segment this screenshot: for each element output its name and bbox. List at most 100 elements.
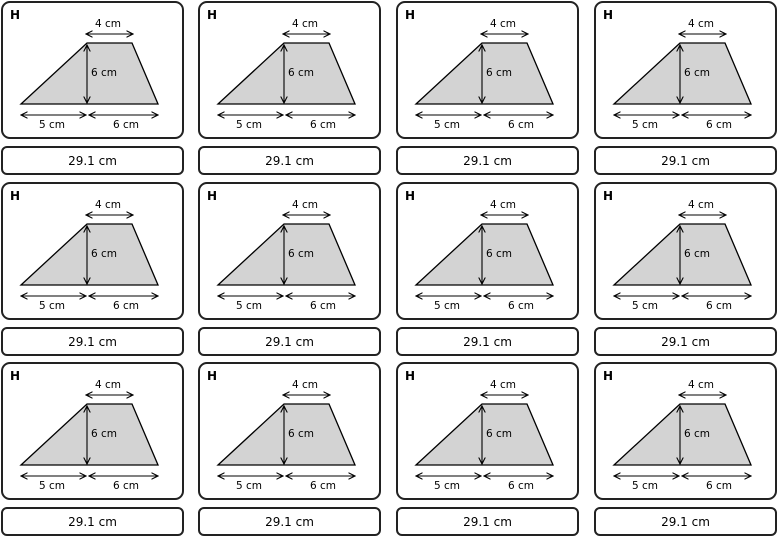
- answer-label: 29.1 cm: [265, 334, 314, 349]
- left-base-label: 5 cm: [39, 300, 65, 312]
- right-base-label: 6 cm: [113, 119, 139, 131]
- trapezoid-card: H 4 cm 6 cm 5 cm 6 cm: [594, 182, 777, 320]
- top-length-label: 4 cm: [95, 199, 121, 211]
- card-letter: H: [603, 189, 614, 203]
- top-length-label: 4 cm: [292, 379, 318, 391]
- trapezoid-card: H 4 cm 6 cm 5 cm 6 cm: [1, 182, 184, 320]
- trapezoid-card: H 4 cm 6 cm 5 cm 6 cm: [1, 362, 184, 500]
- trapezoid-diagram: 4 cm 6 cm 5 cm 6 cm: [216, 18, 383, 131]
- answer-label: 29.1 cm: [661, 334, 710, 349]
- trapezoid-diagram: 4 cm 6 cm 5 cm 6 cm: [414, 379, 581, 492]
- left-base-label: 5 cm: [632, 300, 658, 312]
- top-length-label: 4 cm: [688, 379, 714, 391]
- trapezoid-diagram: 4 cm 6 cm 5 cm 6 cm: [19, 199, 186, 312]
- answer-label: 29.1 cm: [463, 514, 512, 529]
- trapezoid-card: H 4 cm 6 cm 5 cm 6 cm: [396, 182, 579, 320]
- card-letter: H: [207, 8, 218, 22]
- answer-label: 29.1 cm: [68, 153, 117, 168]
- card-letter: H: [603, 369, 614, 383]
- right-base-label: 6 cm: [706, 300, 732, 312]
- answer-box: 29.1 cm: [594, 327, 777, 356]
- trapezoid-shape: [414, 223, 554, 286]
- answer-label: 29.1 cm: [661, 514, 710, 529]
- answer-box: 29.1 cm: [396, 146, 579, 175]
- card-letter: H: [10, 369, 21, 383]
- trapezoid-card: H 4 cm 6 cm 5 cm 6 cm: [594, 362, 777, 500]
- trapezoid-diagram: 4 cm 6 cm 5 cm 6 cm: [216, 199, 383, 312]
- answer-label: 29.1 cm: [661, 153, 710, 168]
- height-label: 6 cm: [91, 67, 117, 79]
- top-length-label: 4 cm: [490, 18, 516, 30]
- trapezoid-shape: [612, 403, 752, 466]
- card-letter: H: [10, 8, 21, 22]
- trapezoid-diagram: 4 cm 6 cm 5 cm 6 cm: [19, 379, 186, 492]
- height-label: 6 cm: [91, 248, 117, 260]
- left-base-label: 5 cm: [236, 300, 262, 312]
- trapezoid-diagram: 4 cm 6 cm 5 cm 6 cm: [612, 199, 779, 312]
- trapezoid-card: H 4 cm 6 cm 5 cm 6 cm: [396, 362, 579, 500]
- trapezoid-diagram: 4 cm 6 cm 5 cm 6 cm: [612, 379, 779, 492]
- left-base-label: 5 cm: [434, 119, 460, 131]
- answer-label: 29.1 cm: [68, 514, 117, 529]
- top-length-label: 4 cm: [292, 18, 318, 30]
- left-base-label: 5 cm: [39, 119, 65, 131]
- card-letter: H: [405, 369, 416, 383]
- answer-box: 29.1 cm: [198, 507, 381, 536]
- answer-box: 29.1 cm: [594, 507, 777, 536]
- top-length-label: 4 cm: [688, 199, 714, 211]
- right-base-label: 6 cm: [310, 480, 336, 492]
- trapezoid-shape: [612, 42, 752, 105]
- height-label: 6 cm: [486, 248, 512, 260]
- top-length-label: 4 cm: [292, 199, 318, 211]
- answer-label: 29.1 cm: [265, 514, 314, 529]
- trapezoid-shape: [216, 403, 356, 466]
- trapezoid-shape: [414, 403, 554, 466]
- left-base-label: 5 cm: [632, 119, 658, 131]
- trapezoid-diagram: 4 cm 6 cm 5 cm 6 cm: [612, 18, 779, 131]
- trapezoid-card: H 4 cm 6 cm 5 cm 6 cm: [594, 1, 777, 139]
- height-label: 6 cm: [684, 428, 710, 440]
- card-letter: H: [603, 8, 614, 22]
- card-letter: H: [405, 189, 416, 203]
- card-letter: H: [405, 8, 416, 22]
- left-base-label: 5 cm: [434, 480, 460, 492]
- trapezoid-card: H 4 cm 6 cm 5 cm 6 cm: [198, 1, 381, 139]
- top-length-label: 4 cm: [688, 18, 714, 30]
- trapezoid-shape: [216, 42, 356, 105]
- left-base-label: 5 cm: [39, 480, 65, 492]
- answer-box: 29.1 cm: [1, 327, 184, 356]
- right-base-label: 6 cm: [310, 300, 336, 312]
- right-base-label: 6 cm: [706, 480, 732, 492]
- trapezoid-card: H 4 cm 6 cm 5 cm 6 cm: [198, 182, 381, 320]
- trapezoid-diagram: 4 cm 6 cm 5 cm 6 cm: [414, 199, 581, 312]
- answer-box: 29.1 cm: [594, 146, 777, 175]
- trapezoid-card: H 4 cm 6 cm 5 cm 6 cm: [198, 362, 381, 500]
- answer-label: 29.1 cm: [463, 153, 512, 168]
- trapezoid-shape: [216, 223, 356, 286]
- left-base-label: 5 cm: [236, 119, 262, 131]
- right-base-label: 6 cm: [113, 480, 139, 492]
- trapezoid-shape: [612, 223, 752, 286]
- left-base-label: 5 cm: [434, 300, 460, 312]
- trapezoid-diagram: 4 cm 6 cm 5 cm 6 cm: [216, 379, 383, 492]
- height-label: 6 cm: [486, 428, 512, 440]
- height-label: 6 cm: [288, 248, 314, 260]
- top-length-label: 4 cm: [490, 379, 516, 391]
- card-letter: H: [207, 369, 218, 383]
- trapezoid-shape: [19, 42, 159, 105]
- trapezoid-card: H 4 cm 6 cm 5 cm 6 cm: [396, 1, 579, 139]
- answer-label: 29.1 cm: [265, 153, 314, 168]
- answer-box: 29.1 cm: [198, 146, 381, 175]
- left-base-label: 5 cm: [632, 480, 658, 492]
- answer-box: 29.1 cm: [1, 507, 184, 536]
- height-label: 6 cm: [91, 428, 117, 440]
- card-letter: H: [207, 189, 218, 203]
- answer-box: 29.1 cm: [198, 327, 381, 356]
- right-base-label: 6 cm: [706, 119, 732, 131]
- trapezoid-diagram: 4 cm 6 cm 5 cm 6 cm: [19, 18, 186, 131]
- height-label: 6 cm: [684, 248, 710, 260]
- height-label: 6 cm: [288, 67, 314, 79]
- card-letter: H: [10, 189, 21, 203]
- answer-label: 29.1 cm: [68, 334, 117, 349]
- height-label: 6 cm: [288, 428, 314, 440]
